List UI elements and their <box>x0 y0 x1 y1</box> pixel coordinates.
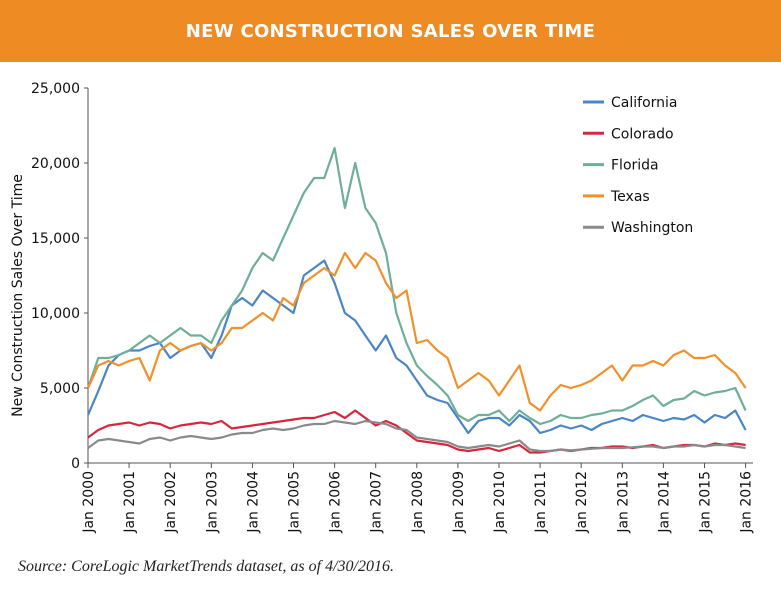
x-tick-label: Jan 2007 <box>369 471 385 534</box>
y-axis-label: New Construction Sales Over Time <box>10 174 26 417</box>
x-tick-label: Jan 2016 <box>739 471 755 534</box>
x-tick-label: Jan 2000 <box>81 471 97 534</box>
x-tick-label: Jan 2005 <box>287 471 303 534</box>
x-tick-label: Jan 2013 <box>615 471 631 534</box>
legend-label: Washington <box>611 220 693 236</box>
axes: 0 5,000 10,000 15,000 20,000 25,000 Jan 2000 Ja… <box>10 81 755 534</box>
series-lines <box>86 146 747 454</box>
source-note: Source: CoreLogic MarketTrends dataset, … <box>18 558 394 575</box>
y-tick-label: 5,000 <box>40 381 80 397</box>
legend-label: California <box>611 95 677 111</box>
x-tick-label: Jan 2008 <box>410 471 426 534</box>
legend-label: Florida <box>611 158 659 174</box>
y-tick-label: 20,000 <box>31 156 80 172</box>
y-tick-label: 25,000 <box>31 81 80 97</box>
x-tick-label: Jan 2011 <box>533 471 549 534</box>
x-tick-label: Jan 2009 <box>451 471 467 534</box>
x-tick-label: Jan 2015 <box>698 471 714 534</box>
legend-label: Texas <box>610 189 650 205</box>
line-chart: 0 5,000 10,000 15,000 20,000 25,000 Jan 2000 Ja… <box>10 81 755 534</box>
y-tick-label: 10,000 <box>31 306 80 322</box>
x-tick-label: Jan 2014 <box>656 471 672 534</box>
x-tick-label: Jan 2010 <box>492 471 508 534</box>
x-tick-label: Jan 2004 <box>245 471 261 534</box>
series-line-florida <box>86 146 747 426</box>
chart-title: NEW CONSTRUCTION SALES OVER TIME <box>0 0 781 62</box>
y-tick-label: 15,000 <box>31 231 80 247</box>
series-line-texas <box>86 251 747 412</box>
x-tick-label: Jan 2006 <box>328 471 344 534</box>
x-tick-label: Jan 2002 <box>163 471 179 534</box>
y-tick-label: 0 <box>71 456 80 472</box>
legend: California Colorado Florida Texas Washington <box>583 95 693 236</box>
x-tick-label: Jan 2003 <box>204 471 220 534</box>
x-tick-label: Jan 2001 <box>122 471 138 534</box>
series-line-washington <box>87 419 746 453</box>
x-tick-label: Jan 2012 <box>574 471 590 534</box>
legend-label: Colorado <box>611 126 674 142</box>
